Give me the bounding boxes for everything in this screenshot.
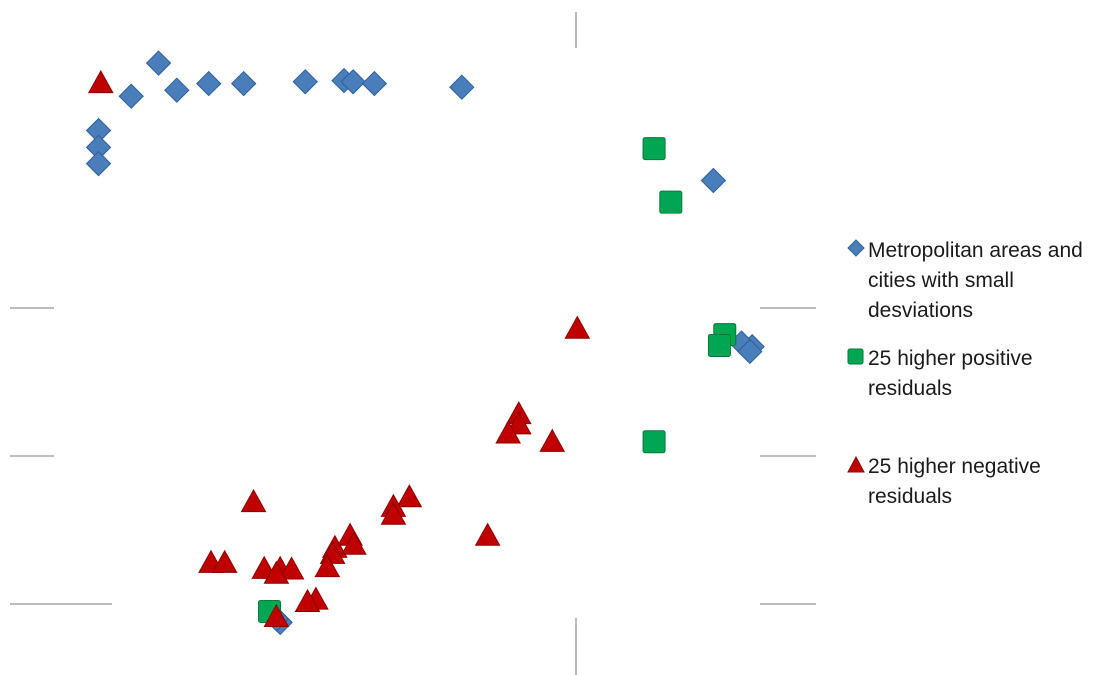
legend-item-positive-residuals: 25 higher positive residuals	[846, 344, 1108, 404]
legend-label-metropolitan: Metropolitan areas and cities with small…	[868, 239, 1083, 322]
point-triangle-2-10	[240, 488, 267, 513]
point-triangle-2-20	[314, 553, 341, 578]
diamond-marker-icon	[846, 236, 868, 260]
point-triangle-2-16	[263, 560, 290, 584]
point-diamond-0-7	[230, 70, 257, 97]
point-square-1-1	[659, 190, 683, 214]
point-diamond-0-10	[340, 69, 366, 95]
point-triangle-2-12	[211, 549, 238, 573]
point-diamond-0-16	[737, 338, 763, 365]
point-triangle-2-23	[294, 588, 321, 612]
point-triangle-2-0	[87, 69, 114, 94]
point-triangle-2-5	[539, 428, 566, 452]
point-diamond-0-3	[85, 150, 112, 177]
point-diamond-0-13	[700, 167, 727, 194]
point-diamond-0-6	[196, 70, 222, 97]
point-triangle-2-21	[263, 603, 290, 628]
axis-lines	[10, 12, 816, 675]
point-square-1-0	[642, 137, 666, 161]
legend-item-negative-residuals: 25 higher negative residuals	[846, 452, 1108, 512]
legend-item-metropolitan: Metropolitan areas and cities with small…	[846, 236, 1108, 326]
point-diamond-0-5	[164, 77, 190, 103]
point-triangle-2-1	[564, 315, 591, 339]
triangle-marker-icon	[846, 452, 868, 476]
point-diamond-0-8	[292, 69, 318, 95]
point-square-1-3	[707, 333, 731, 357]
point-diamond-0-12	[449, 74, 475, 100]
point-triangle-2-15	[278, 556, 305, 580]
point-square-1-4	[642, 430, 666, 454]
point-triangle-2-9	[474, 522, 501, 546]
point-triangle-2-8	[380, 501, 407, 525]
point-triangle-2-4	[495, 420, 522, 444]
point-triangle-2-3	[505, 411, 532, 435]
point-triangle-2-6	[396, 484, 423, 508]
point-diamond-0-0	[145, 50, 172, 76]
point-triangle-2-24	[341, 531, 367, 555]
square-marker-icon	[846, 344, 868, 368]
legend-label-positive-residuals: 25 higher positive residuals	[868, 347, 1033, 400]
point-diamond-0-11	[361, 70, 388, 97]
point-diamond-0-4	[118, 83, 144, 109]
point-layer	[85, 50, 765, 636]
legend-label-negative-residuals: 25 higher negative residuals	[868, 455, 1041, 508]
